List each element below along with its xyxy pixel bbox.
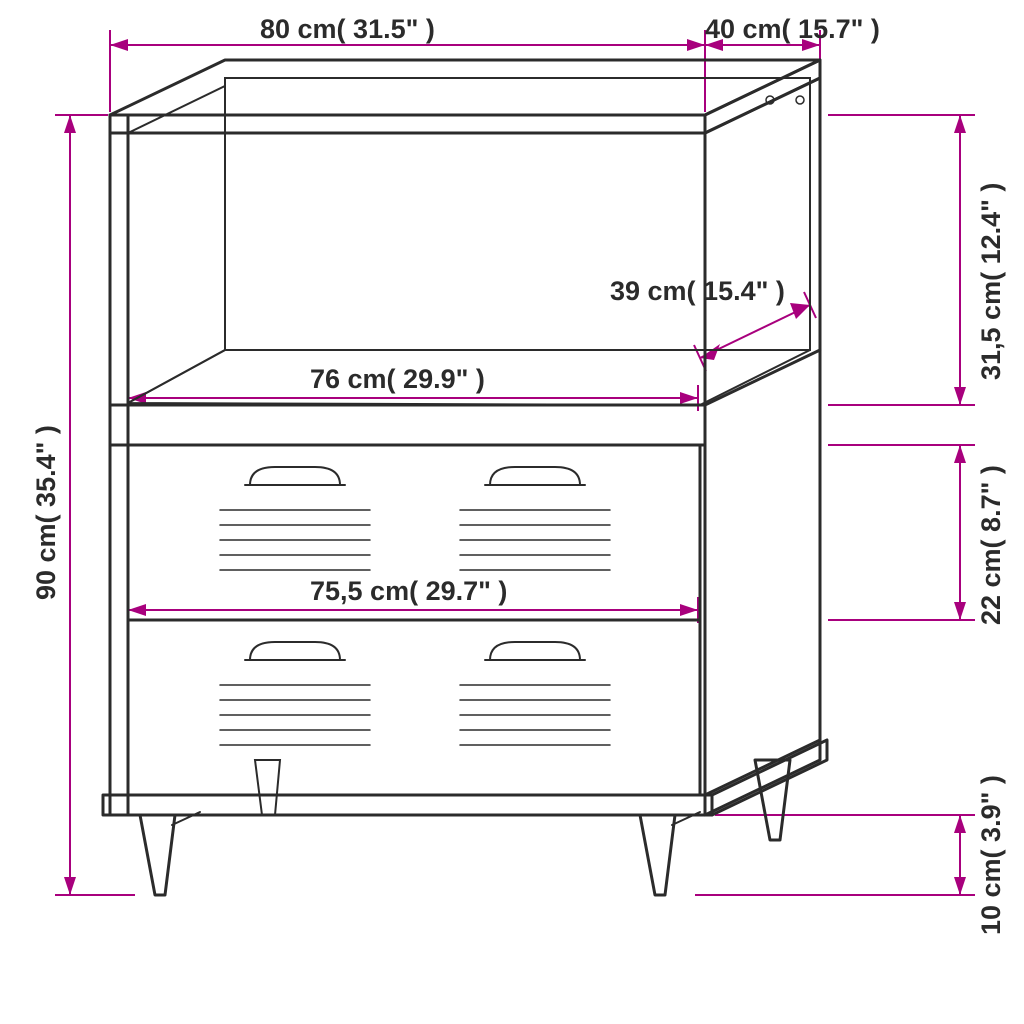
drawer-2 (128, 620, 700, 795)
cabinet-top (110, 60, 820, 133)
dim-drawer-height-label: 22 cm( 8.7" ) (976, 465, 1006, 625)
drawer-1-handle-right (485, 467, 585, 485)
drawer-1-vents-right (460, 510, 610, 570)
dim-shelf-height-label: 31,5 cm( 12.4" ) (976, 183, 1006, 380)
dim-height (55, 115, 135, 895)
drawer-2-handle-left (245, 642, 345, 660)
dim-shelf-depth-label: 39 cm( 15.4" ) (610, 276, 785, 306)
dim-drawer-height (828, 445, 975, 620)
drawer-2-vents-right (460, 685, 610, 745)
dim-leg-height-label: 10 cm( 3.9" ) (976, 775, 1006, 935)
dim-shelf-width-label: 76 cm( 29.9" ) (310, 364, 485, 394)
drawer-1-handle-left (245, 467, 345, 485)
dim-leg-height (695, 815, 975, 895)
drawer-2-handle-right (485, 642, 585, 660)
drawer-1-vents-left (220, 510, 370, 570)
cabinet-left-side (110, 115, 128, 815)
cabinet-base (103, 740, 827, 815)
leg-front-right (640, 812, 700, 895)
dim-shelf-height (828, 115, 975, 405)
dimension-diagram: 80 cm( 31.5" ) 40 cm( 15.7" ) 90 cm( 35.… (0, 0, 1024, 1024)
dim-width-label: 80 cm( 31.5" ) (260, 14, 435, 44)
dim-height-label: 90 cm( 35.4" ) (31, 425, 61, 600)
leg-front-left (140, 812, 200, 895)
leg-back-left (255, 760, 280, 815)
drawer-2-vents-left (220, 685, 370, 745)
dim-drawer-width-label: 75,5 cm( 29.7" ) (310, 576, 507, 606)
dim-depth-label: 40 cm( 15.7" ) (705, 14, 880, 44)
